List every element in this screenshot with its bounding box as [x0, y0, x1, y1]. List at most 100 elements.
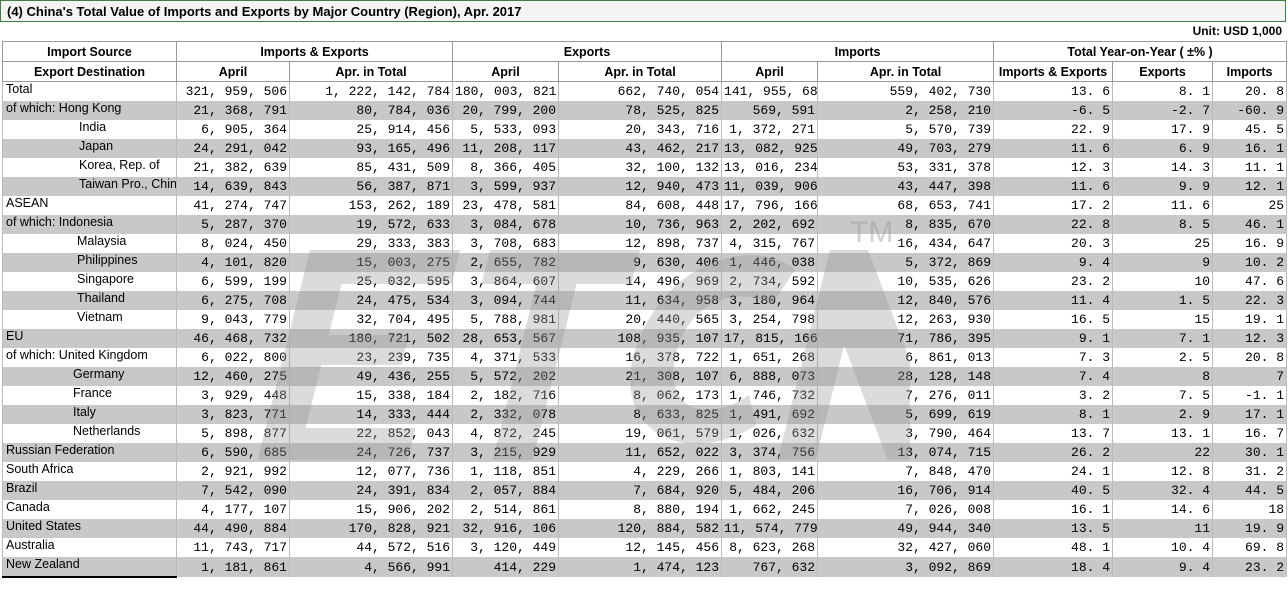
- header-im-april: April: [721, 61, 819, 82]
- cell-ie-tot: 12, 077, 736: [288, 462, 454, 481]
- cell-y-im: 11. 1: [1212, 158, 1288, 177]
- cell-ie-tot: 32, 704, 495: [288, 310, 454, 329]
- cell-y-ie: 22. 8: [993, 215, 1114, 234]
- cell-ex-apr: 3, 120, 449: [452, 538, 560, 557]
- cell-y-ex: 12. 8: [1112, 462, 1214, 481]
- cell-ex-apr: 1, 118, 851: [452, 462, 560, 481]
- cell-ie-apr: 46, 468, 732: [176, 329, 290, 348]
- cell-y-ie: 18. 4: [993, 557, 1114, 577]
- cell-ex-tot: 12, 940, 473: [558, 177, 723, 196]
- table-row: Thailand 6, 275, 708 24, 475, 534 3, 094, 7…: [2, 291, 1288, 310]
- cell-ie-tot: 80, 784, 036: [288, 101, 454, 120]
- cell-im-apr: 1, 491, 692: [721, 405, 819, 424]
- cell-ie-apr: 3, 823, 771: [176, 405, 290, 424]
- row-name: Malaysia: [2, 234, 177, 253]
- row-name: EU: [2, 329, 177, 348]
- cell-ex-tot: 78, 525, 825: [558, 101, 723, 120]
- cell-im-apr: 1, 662, 245: [721, 500, 819, 519]
- cell-ex-apr: 3, 599, 937: [452, 177, 560, 196]
- cell-im-tot: 49, 703, 279: [817, 139, 995, 158]
- cell-ex-apr: 4, 872, 245: [452, 424, 560, 443]
- cell-ex-tot: 14, 496, 969: [558, 272, 723, 291]
- row-name: Taiwan Pro., China: [2, 177, 177, 196]
- cell-ie-apr: 2, 921, 992: [176, 462, 290, 481]
- row-name: Japan: [2, 139, 177, 158]
- cell-im-tot: 32, 427, 060: [817, 538, 995, 557]
- cell-ie-apr: 6, 905, 364: [176, 120, 290, 139]
- cell-im-tot: 7, 848, 470: [817, 462, 995, 481]
- cell-ex-tot: 8, 880, 194: [558, 500, 723, 519]
- cell-ie-apr: 8, 024, 450: [176, 234, 290, 253]
- cell-ex-tot: 11, 652, 022: [558, 443, 723, 462]
- title-bar: (4) China's Total Value of Imports and E…: [0, 0, 1286, 22]
- header-yoy-exports: Exports: [1112, 61, 1214, 82]
- cell-ie-tot: 15, 906, 202: [288, 500, 454, 519]
- cell-ie-apr: 6, 022, 800: [176, 348, 290, 367]
- cell-ie-apr: 4, 177, 107: [176, 500, 290, 519]
- cell-y-ex: 8. 5: [1112, 215, 1214, 234]
- header-yoy: Total Year-on-Year ( ±% ): [993, 41, 1288, 62]
- cell-im-tot: 28, 128, 148: [817, 367, 995, 386]
- cell-im-apr: 5, 484, 206: [721, 481, 819, 500]
- cell-y-im: 16. 1: [1212, 139, 1288, 158]
- cell-y-ie: 24. 1: [993, 462, 1114, 481]
- cell-y-im: 10. 2: [1212, 253, 1288, 272]
- row-name: Germany: [2, 367, 177, 386]
- cell-ie-tot: 24, 475, 534: [288, 291, 454, 310]
- cell-ex-tot: 7, 684, 920: [558, 481, 723, 500]
- cell-im-apr: 1, 746, 732: [721, 386, 819, 405]
- cell-y-ex: -2. 7: [1112, 101, 1214, 120]
- row-name: Netherlands: [2, 424, 177, 443]
- cell-ie-apr: 5, 287, 370: [176, 215, 290, 234]
- cell-im-apr: 3, 374, 756: [721, 443, 819, 462]
- cell-ex-tot: 8, 062, 173: [558, 386, 723, 405]
- cell-ex-apr: 180, 003, 821: [452, 81, 560, 101]
- cell-y-ex: 25: [1112, 234, 1214, 253]
- cell-y-ie: 48. 1: [993, 538, 1114, 557]
- cell-ie-tot: 19, 572, 633: [288, 215, 454, 234]
- row-name: Thailand: [2, 291, 177, 310]
- cell-y-ex: 11. 6: [1112, 196, 1214, 215]
- cell-im-tot: 5, 570, 739: [817, 120, 995, 139]
- cell-ie-tot: 22, 852, 043: [288, 424, 454, 443]
- cell-y-ie: 12. 3: [993, 158, 1114, 177]
- table-row: Malaysia 8, 024, 450 29, 333, 383 3, 708, 6…: [2, 234, 1288, 253]
- table-row: India 6, 905, 364 25, 914, 456 5, 533, 093 2…: [2, 120, 1288, 139]
- cell-im-tot: 71, 786, 395: [817, 329, 995, 348]
- cell-y-ex: 9. 4: [1112, 557, 1214, 577]
- cell-ex-tot: 11, 634, 958: [558, 291, 723, 310]
- row-name: New Zealand: [2, 557, 177, 578]
- cell-ie-apr: 9, 043, 779: [176, 310, 290, 329]
- table-row: Russian Federation 6, 590, 685 24, 726, 73…: [2, 443, 1288, 462]
- unit-label: Unit: USD 1,000: [1192, 24, 1282, 38]
- cell-ex-tot: 20, 343, 716: [558, 120, 723, 139]
- header-import-source: Import Source: [2, 41, 177, 62]
- cell-y-ex: 13. 1: [1112, 424, 1214, 443]
- cell-ie-apr: 21, 368, 791: [176, 101, 290, 120]
- cell-ie-tot: 29, 333, 383: [288, 234, 454, 253]
- cell-y-ex: 11: [1112, 519, 1214, 538]
- cell-im-tot: 6, 861, 013: [817, 348, 995, 367]
- cell-im-tot: 68, 653, 741: [817, 196, 995, 215]
- cell-ie-tot: 85, 431, 509: [288, 158, 454, 177]
- cell-y-im: 20. 8: [1212, 348, 1288, 367]
- cell-ie-tot: 93, 165, 496: [288, 139, 454, 158]
- cell-y-im: 69. 8: [1212, 538, 1288, 557]
- cell-im-tot: 10, 535, 626: [817, 272, 995, 291]
- cell-y-ie: 13. 7: [993, 424, 1114, 443]
- table-row: Korea, Rep. of 21, 382, 639 85, 431, 509 8,…: [2, 158, 1288, 177]
- table-row: Brazil 7, 542, 090 24, 391, 834 2, 057, 884…: [2, 481, 1288, 500]
- cell-y-ex: 17. 9: [1112, 120, 1214, 139]
- cell-ie-apr: 4, 101, 820: [176, 253, 290, 272]
- cell-y-im: 19. 9: [1212, 519, 1288, 538]
- cell-ex-tot: 20, 440, 565: [558, 310, 723, 329]
- row-name: Brazil: [2, 481, 177, 500]
- cell-im-apr: 569, 591: [721, 101, 819, 120]
- cell-ie-apr: 11, 743, 717: [176, 538, 290, 557]
- cell-ex-apr: 5, 533, 093: [452, 120, 560, 139]
- header-imports: Imports: [721, 41, 995, 62]
- cell-ie-tot: 23, 239, 735: [288, 348, 454, 367]
- table-row: of which: United Kingdom 6, 022, 800 23, 2…: [2, 348, 1288, 367]
- cell-ie-apr: 6, 275, 708: [176, 291, 290, 310]
- cell-y-ex: 1. 5: [1112, 291, 1214, 310]
